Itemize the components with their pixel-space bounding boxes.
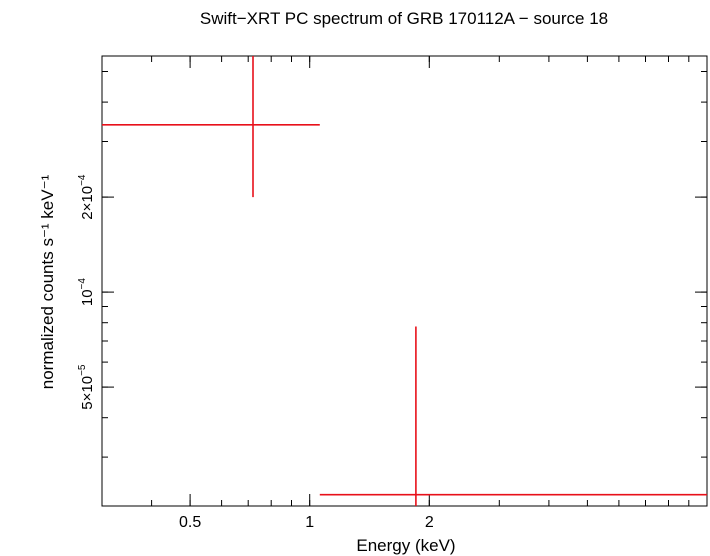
y-axis: 5×10−5 10−4 2×10−4 (77, 174, 707, 410)
x-axis-label: Energy (keV) (356, 536, 455, 555)
chart-title: Swift−XRT PC spectrum of GRB 170112A − s… (200, 9, 608, 28)
data-series (102, 56, 707, 506)
y-axis-label: normalized counts s⁻¹ keV⁻¹ (38, 174, 57, 389)
y-tick-label: 5×10−5 (77, 364, 96, 410)
y-minor-ticks (102, 71, 707, 458)
data-point (102, 56, 320, 198)
x-tick-label: 1 (305, 514, 314, 531)
data-point (319, 326, 707, 506)
x-tick-label: 0.5 (179, 514, 201, 531)
x-minor-ticks (101, 56, 690, 506)
x-axis: 0.5 1 2 (179, 56, 434, 531)
plot-frame (101, 55, 708, 507)
y-tick-label: 10−4 (77, 278, 96, 307)
y-tick-label: 2×10−4 (77, 174, 96, 220)
x-tick-label: 2 (425, 514, 434, 531)
